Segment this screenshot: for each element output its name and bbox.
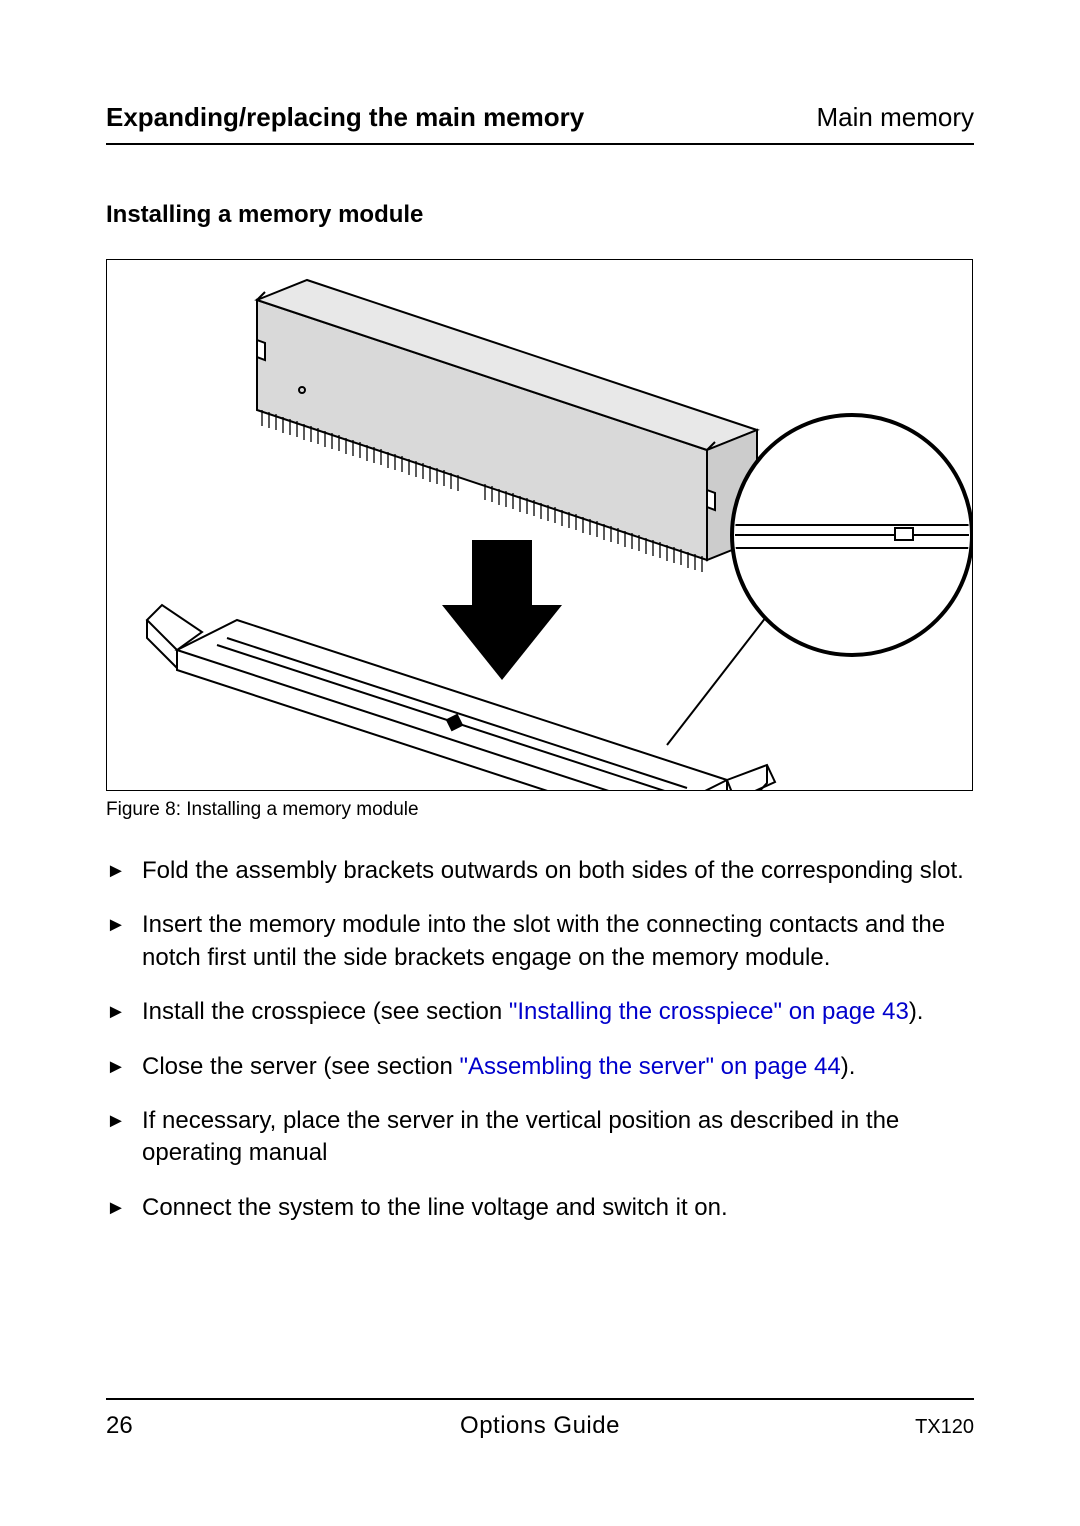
step-item: ►Fold the assembly brackets outwards on … [106,855,974,887]
step-item: ►Connect the system to the line voltage … [106,1192,974,1224]
step-item: ►Close the server (see section "Assembli… [106,1051,974,1083]
step-text-segment: ). [841,1053,856,1080]
step-list: ►Fold the assembly brackets outwards on … [106,855,974,1224]
step-item: ►Install the crosspiece (see section "In… [106,996,974,1028]
step-text-segment: Insert the memory module into the slot w… [142,911,945,970]
step-text: Install the crosspiece (see section "Ins… [142,996,974,1028]
memory-module-diagram [107,260,973,791]
step-bullet-icon: ► [106,1192,142,1222]
step-bullet-icon: ► [106,855,142,885]
step-bullet-icon: ► [106,1105,142,1135]
footer-page-number: 26 [106,1412,133,1440]
figure-box [106,259,973,791]
step-text-segment: Close the server (see section [142,1053,459,1080]
step-text: Connect the system to the line voltage a… [142,1192,974,1224]
header-chapter: Main memory [817,102,974,133]
step-text-segment: Install the crosspiece (see section [142,998,509,1025]
step-bullet-icon: ► [106,1051,142,1081]
step-text: Close the server (see section "Assemblin… [142,1051,974,1083]
page-header: Expanding/replacing the main memory Main… [106,102,974,145]
step-text-segment: Connect the system to the line voltage a… [142,1194,728,1221]
step-text-segment: Fold the assembly brackets outwards on b… [142,857,964,884]
step-text: Fold the assembly brackets outwards on b… [142,855,974,887]
step-text: Insert the memory module into the slot w… [142,909,974,974]
cross-reference-link[interactable]: "Installing the crosspiece" on page 43 [509,998,909,1025]
header-section-title: Expanding/replacing the main memory [106,102,584,133]
page-footer: 26 Options Guide TX120 [106,1398,974,1440]
footer-model: TX120 [915,1416,974,1439]
step-bullet-icon: ► [106,909,142,939]
footer-doc-title: Options Guide [460,1412,620,1440]
step-bullet-icon: ► [106,996,142,1026]
step-text: If necessary, place the server in the ve… [142,1105,974,1170]
page: Expanding/replacing the main memory Main… [0,0,1080,1526]
step-text-segment: If necessary, place the server in the ve… [142,1107,899,1166]
figure-caption: Figure 8: Installing a memory module [106,799,974,821]
step-item: ►If necessary, place the server in the v… [106,1105,974,1170]
step-text-segment: ). [909,998,924,1025]
cross-reference-link[interactable]: "Assembling the server" on page 44 [459,1053,840,1080]
step-item: ►Insert the memory module into the slot … [106,909,974,974]
subheading: Installing a memory module [106,201,974,229]
